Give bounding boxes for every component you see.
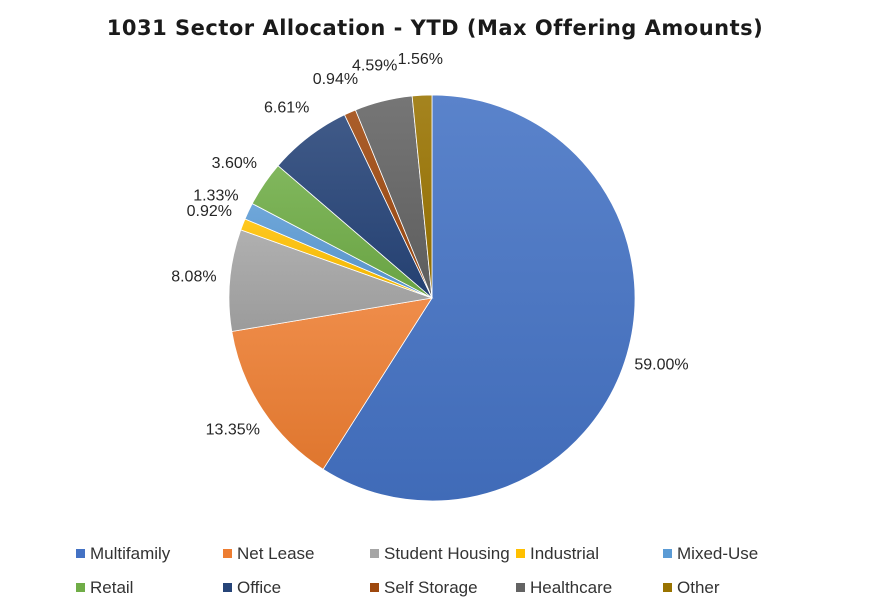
legend-item-other: Other	[663, 578, 720, 598]
legend-swatch	[516, 549, 525, 558]
legend-label: Retail	[90, 578, 134, 597]
data-label-multifamily: 59.00%	[634, 356, 688, 373]
legend-label: Self Storage	[384, 578, 478, 597]
legend-item-retail: Retail	[76, 578, 133, 598]
legend-swatch	[223, 583, 232, 592]
legend-label: Healthcare	[530, 578, 613, 597]
legend-item-self-storage: Self Storage	[370, 578, 478, 598]
data-label-student-housing: 8.08%	[171, 268, 216, 285]
legend-label: Mixed-Use	[677, 544, 759, 563]
legend-swatch	[223, 549, 232, 558]
legend-swatch	[370, 583, 379, 592]
data-label-retail: 3.60%	[212, 155, 257, 172]
legend-label: Other	[677, 578, 720, 597]
data-label-office: 6.61%	[264, 100, 309, 117]
legend-item-student-housing: Student Housing	[370, 544, 510, 564]
slice-multifamily	[322, 94, 636, 502]
chart-title: 1031 Sector Allocation - YTD (Max Offeri…	[106, 16, 764, 40]
legend-swatch	[516, 583, 525, 592]
legend-item-mixed-use: Mixed-Use	[663, 544, 758, 564]
legend-item-multifamily: Multifamily	[76, 544, 170, 564]
data-label-self-storage: 0.94%	[313, 71, 358, 88]
legend-swatch	[370, 549, 379, 558]
legend-label: Multifamily	[90, 544, 171, 563]
legend-item-net-lease: Net Lease	[223, 544, 315, 564]
legend-item-office: Office	[223, 578, 281, 598]
data-label-other: 1.56%	[398, 51, 443, 68]
slice-student-housing	[228, 229, 434, 332]
legend-item-industrial: Industrial	[516, 544, 599, 564]
slice-net-lease	[231, 297, 433, 470]
legend-label: Office	[237, 578, 282, 597]
legend-item-healthcare: Healthcare	[516, 578, 612, 598]
data-label-healthcare: 4.59%	[352, 58, 397, 75]
legend-label: Student Housing	[384, 544, 510, 563]
legend-swatch	[76, 583, 85, 592]
slice-other	[411, 94, 433, 299]
data-label-net-lease: 13.35%	[206, 422, 260, 439]
legend-swatch	[663, 549, 672, 558]
legend-swatch	[76, 549, 85, 558]
legend-label: Net Lease	[237, 544, 315, 563]
legend-swatch	[663, 583, 672, 592]
data-label-mixed-use: 1.33%	[193, 187, 238, 204]
data-label-industrial: 0.92%	[187, 203, 232, 220]
legend-label: Industrial	[530, 544, 599, 563]
